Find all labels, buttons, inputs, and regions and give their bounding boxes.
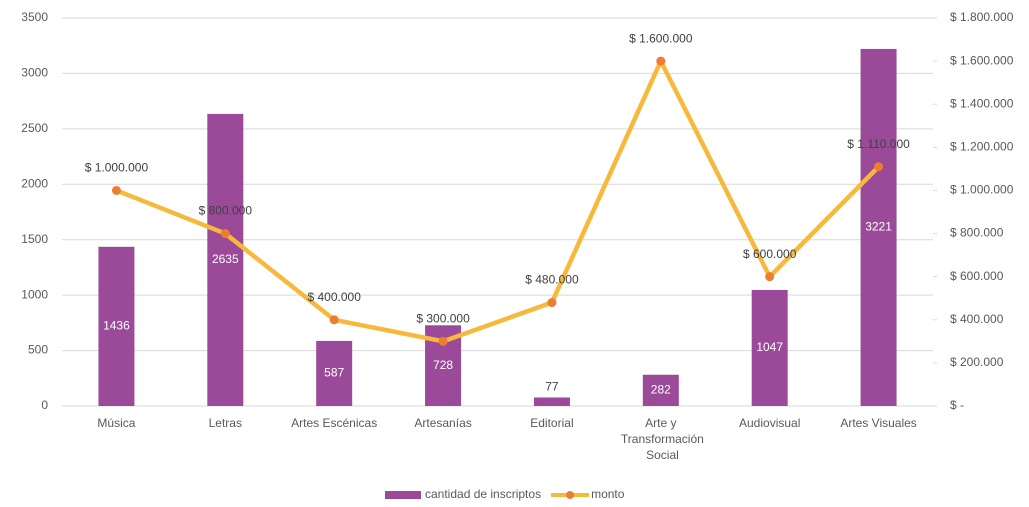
x-tick-line: Social xyxy=(643,448,679,462)
line-label: $ 400.000 xyxy=(307,290,361,304)
y-tick-label: 500 xyxy=(28,343,48,357)
bar xyxy=(533,397,570,406)
marker xyxy=(438,336,448,346)
y2-tick-label: $ 1.600.000 xyxy=(950,53,1014,67)
line-label: $ 1.600.000 xyxy=(629,31,693,45)
line-label: $ 1.000.000 xyxy=(85,161,149,175)
y-tick-label: 2000 xyxy=(21,176,48,190)
y-tick-label: 3000 xyxy=(21,66,48,80)
line-label: $ 300.000 xyxy=(416,312,470,326)
x-tick-label: Música xyxy=(97,416,135,430)
x-tick-label: Artesanías xyxy=(414,416,471,430)
marker xyxy=(874,162,884,172)
y-tick-label: 3500 xyxy=(21,10,48,24)
y2-tick-label: $ 600.000 xyxy=(950,269,1004,283)
bar-label: 1436 xyxy=(103,319,130,333)
y2-tick-label: $ 1.400.000 xyxy=(950,96,1014,110)
bar xyxy=(207,113,244,407)
marker xyxy=(111,185,121,195)
line xyxy=(115,58,881,344)
legend-label: cantidad de inscriptos xyxy=(425,487,541,501)
marker xyxy=(765,272,775,282)
bar xyxy=(98,246,135,406)
bar xyxy=(860,48,897,407)
y2-tick-label: $ 200.000 xyxy=(950,355,1004,369)
marker xyxy=(329,315,339,325)
y2-tick-label: $ 1.200.000 xyxy=(950,140,1014,154)
x-tick-label: Arte y Transformación Social xyxy=(618,416,704,462)
x-tick-line: Transformación xyxy=(618,432,704,446)
legend-swatch xyxy=(385,491,421,499)
y2-tick-label: $ - xyxy=(950,398,964,412)
y2-tick-label: $ 800.000 xyxy=(950,226,1004,240)
bar-label: 1047 xyxy=(756,340,783,354)
bar xyxy=(642,374,679,406)
x-tick-label: Audiovisual xyxy=(739,416,800,430)
y2-tick-label: $ 400.000 xyxy=(950,312,1004,326)
x-tick-label: Artes Escénicas xyxy=(291,416,377,430)
bar-label: 2635 xyxy=(212,252,239,266)
marker xyxy=(220,229,230,239)
line-label: $ 800.000 xyxy=(199,204,253,218)
legend-marker xyxy=(566,491,575,499)
x-tick-label: Editorial xyxy=(530,416,573,430)
y-tick-label: 2500 xyxy=(21,121,48,135)
bar-label: 77 xyxy=(545,380,559,394)
y2-tick-label: $ 1.800.000 xyxy=(950,10,1014,24)
marker xyxy=(656,56,666,66)
y-tick-label: 1000 xyxy=(21,287,48,301)
bar xyxy=(316,340,353,406)
bar-label: 282 xyxy=(651,383,671,397)
line-label: $ 480.000 xyxy=(525,273,579,287)
line-label: $ 1.110.000 xyxy=(847,137,910,151)
bar-label: 587 xyxy=(324,366,344,380)
marker xyxy=(547,298,557,308)
bar-label: 3221 xyxy=(865,220,892,234)
bar xyxy=(751,289,788,406)
y-tick-label: 0 xyxy=(41,398,48,412)
x-tick-line: Arte y xyxy=(645,416,676,430)
y-tick-label: 1500 xyxy=(21,232,48,246)
line-label: $ 600.000 xyxy=(743,247,797,261)
bar-label: 728 xyxy=(433,358,453,372)
y2-tick-label: $ 1.000.000 xyxy=(950,183,1014,197)
x-tick-label: Artes Visuales xyxy=(840,416,916,430)
legend-label: monto xyxy=(591,487,625,501)
x-tick-label: Letras xyxy=(209,416,242,430)
